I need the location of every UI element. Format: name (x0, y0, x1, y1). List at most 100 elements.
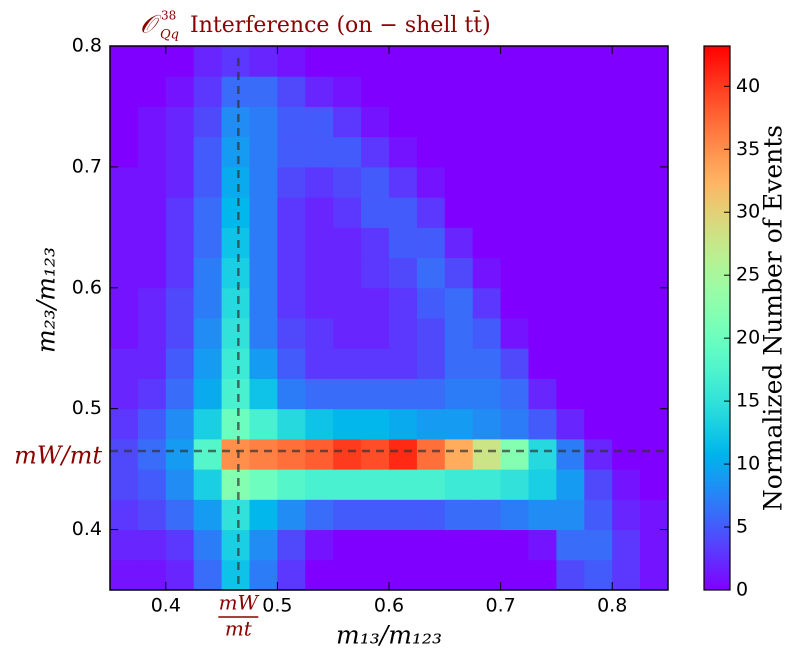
cell (500, 348, 529, 379)
cell (640, 318, 669, 349)
cell (165, 378, 195, 410)
cell (193, 408, 223, 440)
cell (221, 408, 250, 440)
cell (389, 197, 418, 228)
cell (249, 499, 278, 531)
cell (137, 76, 167, 107)
cell (640, 76, 669, 107)
cell (249, 378, 278, 410)
cell (584, 408, 613, 440)
cell (249, 166, 278, 198)
cell (556, 106, 585, 138)
cell (444, 378, 474, 410)
cell (333, 76, 362, 107)
cell (165, 257, 195, 289)
cell (416, 227, 446, 259)
cell (110, 378, 139, 410)
y-tick-label: 0.6 (72, 276, 102, 298)
cell (193, 529, 223, 561)
cell (110, 197, 139, 228)
cell (305, 227, 334, 259)
cell (584, 438, 613, 470)
cell (249, 197, 278, 228)
cell (389, 257, 418, 289)
cell (137, 136, 167, 168)
cell (528, 46, 557, 77)
cell (221, 227, 250, 259)
cell (472, 348, 502, 379)
colorbar-tick-label: 10 (736, 453, 760, 475)
cell (165, 499, 195, 531)
cell (333, 529, 362, 561)
y-tick-label: 0.7 (72, 155, 102, 177)
cell (472, 166, 502, 198)
cell (361, 197, 390, 228)
cell (165, 318, 195, 349)
cell (305, 408, 334, 440)
cell (361, 499, 390, 531)
cell (640, 529, 669, 561)
cell (333, 378, 362, 410)
cell (389, 136, 418, 168)
cell (640, 287, 669, 319)
cell (612, 227, 641, 259)
cell (416, 559, 446, 591)
cell (361, 378, 390, 410)
cell (137, 257, 167, 289)
cell (556, 438, 585, 470)
cell (277, 166, 306, 198)
cell (110, 499, 139, 531)
y-axis-label: m₂₃/m₁₂₃ (32, 247, 61, 353)
cell (389, 348, 418, 379)
cell (305, 318, 334, 349)
cell (640, 227, 669, 259)
cell (612, 408, 641, 440)
cell (640, 559, 669, 591)
cell (193, 469, 223, 500)
cell (500, 197, 529, 228)
cell (416, 318, 446, 349)
cell (193, 197, 223, 228)
cell (416, 438, 446, 470)
cell (612, 136, 641, 168)
cell (333, 287, 362, 319)
cell (221, 499, 250, 531)
cell (137, 408, 167, 440)
cell (584, 318, 613, 349)
colorbar-tick-label: 15 (736, 390, 760, 412)
cell (389, 408, 418, 440)
cell (333, 197, 362, 228)
cell (221, 529, 250, 561)
cell (165, 76, 195, 107)
cell (444, 257, 474, 289)
cell (221, 257, 250, 289)
cell (277, 438, 306, 470)
cell (640, 257, 669, 289)
cell (165, 46, 195, 77)
cell (165, 166, 195, 198)
cell (333, 438, 362, 470)
cell (221, 438, 250, 470)
cell (277, 529, 306, 561)
cell (249, 106, 278, 138)
cell (528, 348, 557, 379)
cell (444, 318, 474, 349)
cell (110, 559, 139, 591)
cell (444, 287, 474, 319)
cell (500, 166, 529, 198)
cell (640, 46, 669, 77)
cell (361, 438, 390, 470)
reference-label: mW (219, 591, 260, 615)
cell (249, 76, 278, 107)
cell (361, 136, 390, 168)
cell (249, 438, 278, 470)
cell (416, 76, 446, 107)
cell (416, 499, 446, 531)
cell (528, 166, 557, 198)
cell (193, 499, 223, 531)
colorbar-tick-label: 5 (736, 516, 748, 538)
cell (305, 348, 334, 379)
cell (528, 499, 557, 531)
cell (137, 348, 167, 379)
cell (500, 227, 529, 259)
